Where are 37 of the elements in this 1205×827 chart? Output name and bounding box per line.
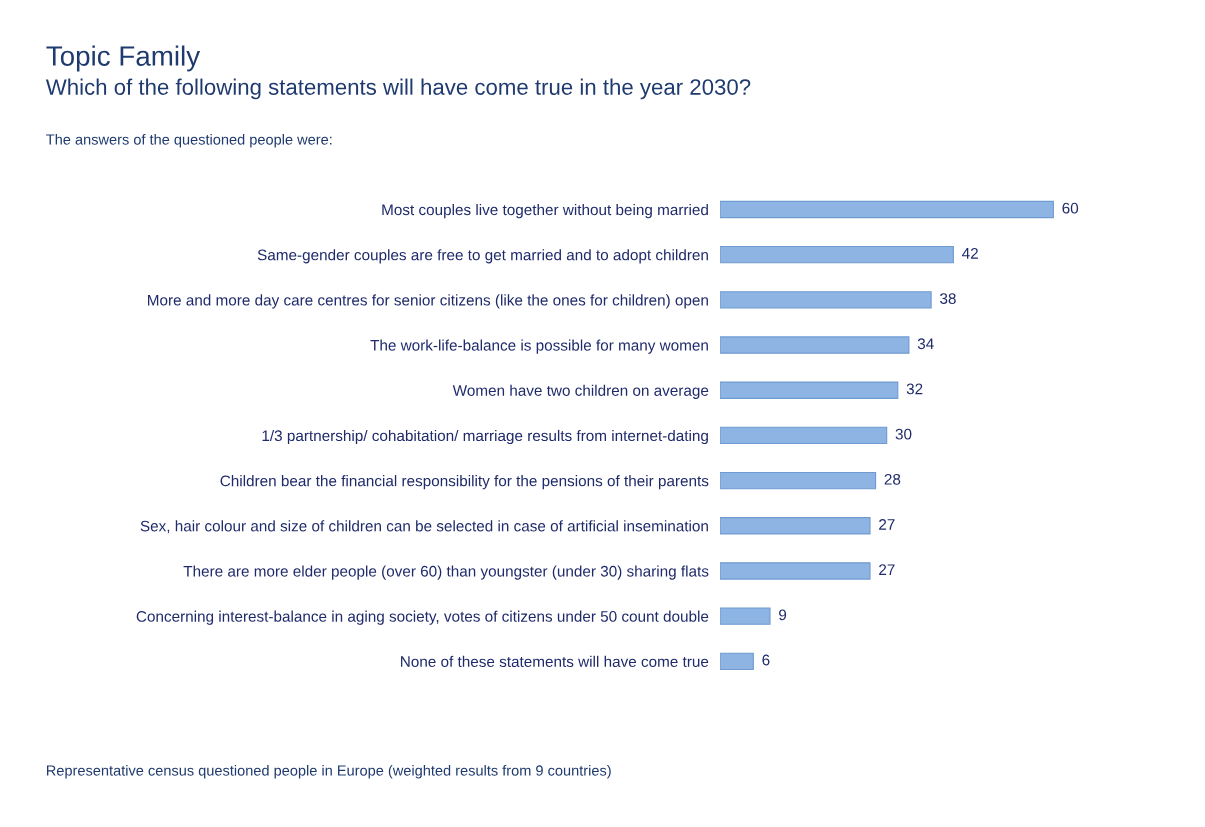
data-label: 28 [884, 473, 901, 485]
bar [719, 652, 754, 671]
y-tick-label: Children bear the financial responsibility for the pensions of their parents [220, 475, 709, 490]
y-tick-label: Women have two children on average [452, 384, 709, 399]
bar [719, 245, 954, 264]
data-label: 6 [762, 654, 770, 666]
bar [719, 607, 771, 625]
bar [719, 336, 910, 354]
data-label: 27 [879, 519, 895, 530]
y-tick-label: 1/3 partnership/ cohabitation/ marriage results from internet-dating [262, 429, 708, 445]
text: Which of the following statements will have come true in the year 2030? [45, 78, 751, 100]
text: Topic Family [46, 45, 201, 72]
bar [719, 381, 899, 399]
bar [719, 426, 888, 445]
y-tick-label: The work-life-balance is possible for many women [370, 339, 708, 354]
bar [719, 517, 871, 535]
y-tick-label: Most couples live together without being married [382, 203, 708, 219]
data-label: 30 [895, 428, 912, 440]
data-label: 38 [940, 293, 956, 304]
data-label: 34 [917, 338, 934, 350]
text: The answers of the questioned people were: [46, 133, 332, 148]
y-tick-label: Sex, hair colour and size of children can be selected in case of artificial insemination [140, 520, 708, 534]
data-label: 32 [906, 383, 923, 395]
data-label: 42 [962, 247, 978, 259]
y-tick-label: There are more elder people (over 60) than youngster (under 30) sharing flats [183, 565, 709, 580]
text: Representative census questioned people in Europe (weighted results from 9 countries) [46, 764, 611, 779]
data-label: 27 [879, 564, 895, 575]
y-tick-label: None of these statements will have come true [401, 655, 709, 668]
data-label: 9 [779, 609, 787, 621]
y-tick-label: Same-gender couples are free to get married and to adopt children [257, 249, 708, 264]
data-label: 60 [1062, 202, 1079, 214]
bar [719, 562, 871, 580]
y-tick-label: More and more day care centres for senior citizens (like the ones for children) open [148, 294, 708, 309]
bar [719, 291, 932, 309]
bar [719, 471, 877, 490]
bar [719, 200, 1054, 219]
y-tick-label: Concerning interest-balance in aging society, votes of citizens under 50 count double [136, 610, 709, 625]
